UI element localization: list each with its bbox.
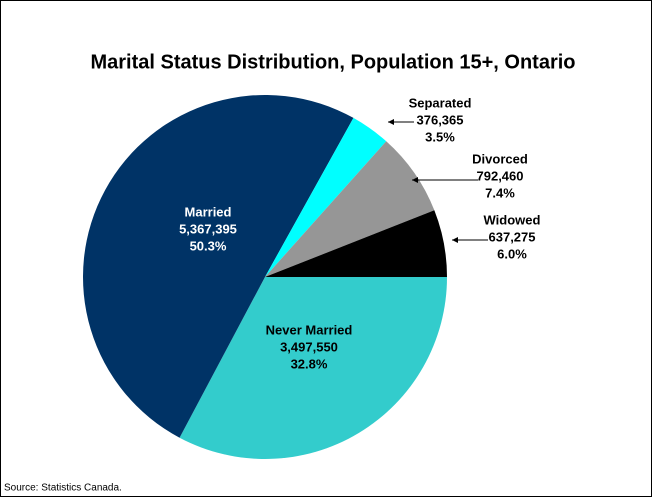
slice-label: 50.3% xyxy=(190,238,227,253)
source-note: Source: Statistics Canada. xyxy=(4,483,122,494)
pie-slice xyxy=(265,117,387,277)
pie-slice xyxy=(265,210,447,277)
slice-label: 792,460 xyxy=(477,168,524,183)
slice-label: Divorced xyxy=(472,151,528,166)
pie-slice xyxy=(179,277,447,460)
slice-label: 5,367,395 xyxy=(179,221,237,236)
slice-label: 376,365 xyxy=(417,112,464,127)
pie-slice xyxy=(83,95,354,438)
slice-label: 637,275 xyxy=(489,229,536,244)
slice-label: Separated xyxy=(409,95,472,110)
slice-label: 6.0% xyxy=(497,246,527,261)
slice-label: 3.5% xyxy=(425,129,455,144)
slice-label: 32.8% xyxy=(291,356,328,371)
slice-label: Married xyxy=(185,204,232,219)
slice-label: Widowed xyxy=(484,212,541,227)
chart-title: Marital Status Distribution, Population … xyxy=(90,51,575,73)
slice-label: 7.4% xyxy=(485,185,515,200)
pie-slice xyxy=(265,141,435,277)
slice-label: Never Married xyxy=(266,322,353,337)
slice-label: 3,497,550 xyxy=(280,339,338,354)
